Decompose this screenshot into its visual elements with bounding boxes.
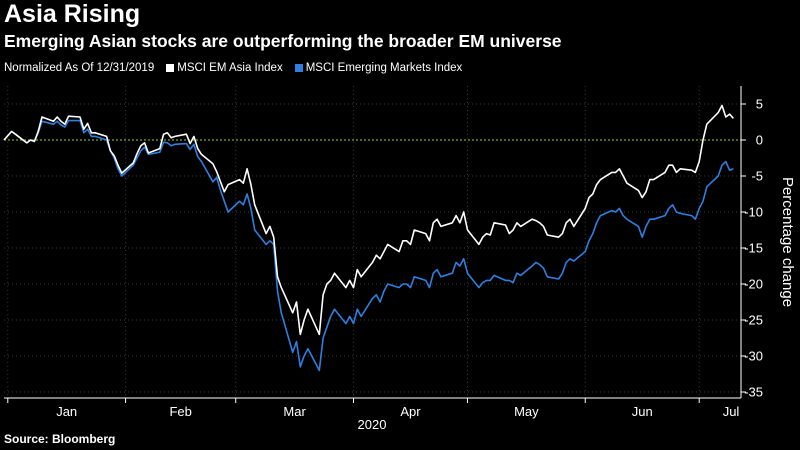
x-tick-label: Jan [56, 404, 77, 419]
x-axis-label: 2020 [358, 417, 387, 432]
y-tick-label: -20 [744, 277, 763, 292]
legend-label-em: MSCI Emerging Markets Index [305, 62, 463, 74]
y-tick-label: -25 [744, 313, 763, 328]
x-tick-label: Jul [723, 404, 740, 419]
x-tick-label: Feb [169, 404, 191, 419]
x-tick-label: Jun [632, 404, 653, 419]
y-tick-label: 0 [756, 133, 763, 148]
y-tick-label: -10 [744, 205, 763, 220]
y-tick-label: 5 [756, 97, 763, 112]
x-tick-label: Mar [283, 404, 306, 419]
series-layer [3, 104, 734, 372]
x-axis-ticks: Jan Feb Mar Apr May Jun Jul [7, 398, 740, 419]
legend-note: Normalized As Of 12/31/2019 [4, 62, 155, 74]
y-axis-label: Percentage change [779, 177, 796, 307]
chart-subtitle: Emerging Asian stocks are outperforming … [4, 31, 562, 51]
legend-swatch-asia [166, 64, 175, 72]
y-axis-ticks: 5 0 -5 -10 -15 -20 -25 -30 -35 [741, 97, 763, 400]
source-note: Source: Bloomberg [4, 432, 116, 446]
y-tick-label: -15 [744, 241, 763, 256]
legend-item-asia: MSCI EM Asia Index [166, 62, 283, 74]
legend-swatch-em [294, 64, 303, 72]
series-line-msci-em-asia [3, 104, 734, 336]
series-line-msci-emerging-markets [3, 119, 734, 372]
legend-item-em: MSCI Emerging Markets Index [294, 62, 463, 74]
x-tick-label: May [514, 404, 539, 419]
chart-legend: Normalized As Of 12/31/2019 MSCI EM Asia… [4, 60, 462, 76]
legend-label-asia: MSCI EM Asia Index [177, 62, 283, 74]
grid-layer [4, 86, 741, 398]
x-tick-label: Apr [400, 404, 421, 419]
chart-title: Asia Rising [4, 0, 141, 28]
y-tick-label: -30 [744, 349, 763, 364]
y-tick-label: -35 [744, 385, 763, 400]
y-tick-label: -5 [751, 169, 763, 184]
